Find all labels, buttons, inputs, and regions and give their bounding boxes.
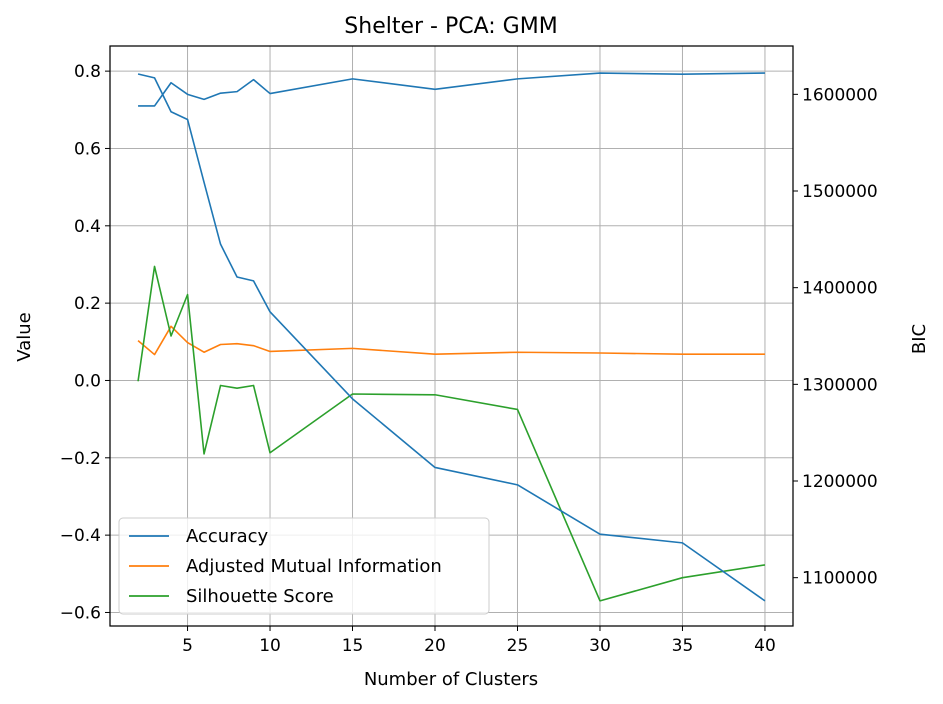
series-line-silhouette-score (137, 265, 766, 602)
y-tick-label: −0.6 (60, 603, 101, 623)
x-tick-label: 15 (342, 636, 364, 656)
y2-tick-label: 1600000 (802, 85, 878, 105)
legend: Accuracy Adjusted Mutual Information Sil… (118, 517, 490, 615)
y2-tick-label: 1200000 (802, 472, 878, 492)
y-tick-label: 0.2 (74, 294, 101, 314)
y2-tick-label: 1400000 (802, 279, 878, 299)
legend-label-accuracy: Accuracy (186, 526, 269, 547)
series-lines (137, 72, 766, 602)
y-tick-label: 0.0 (74, 371, 101, 391)
x-tick-label: 35 (672, 636, 694, 656)
y2-tick-label: 1300000 (802, 375, 878, 395)
series-line-accuracy (138, 72, 765, 107)
x-tick-label: 10 (259, 636, 281, 656)
legend-label-silhouette: Silhouette Score (186, 586, 334, 607)
chart-title: Shelter - PCA: GMM (344, 14, 557, 39)
x-tick-label: 5 (182, 636, 193, 656)
x-tick-label: 40 (754, 636, 776, 656)
series-line-adjusted-mutual-information (137, 325, 765, 356)
y-tick-label: 0.8 (74, 62, 101, 82)
x-tick-label: 20 (424, 636, 446, 656)
y2-tick-label: 1100000 (802, 569, 878, 589)
x-axis-label: Number of Clusters (364, 669, 538, 690)
y-tick-label: −0.2 (60, 449, 101, 469)
y-tick-label: 0.4 (74, 217, 101, 237)
legend-box (118, 517, 490, 615)
y-axis-ticks: −0.6 −0.4 −0.2 0.0 0.2 0.4 0.6 0.8 (60, 62, 110, 623)
y2-axis-ticks: 1100000 1200000 1300000 1400000 1500000 16000… (793, 85, 878, 589)
x-tick-label: 30 (589, 636, 611, 656)
series-line-bic (137, 73, 766, 602)
plot-frame (109, 45, 794, 627)
x-axis-ticks: 5 10 15 20 25 30 35 40 (182, 626, 776, 656)
y-tick-label: −0.4 (60, 526, 101, 546)
y-axis-label: Value (14, 312, 35, 361)
y-tick-label: 0.6 (74, 139, 101, 159)
x-tick-label: 25 (507, 636, 529, 656)
y2-axis-label: BIC (909, 324, 930, 354)
legend-label-ami: Adjusted Mutual Information (186, 556, 442, 577)
y2-tick-label: 1500000 (802, 182, 878, 202)
